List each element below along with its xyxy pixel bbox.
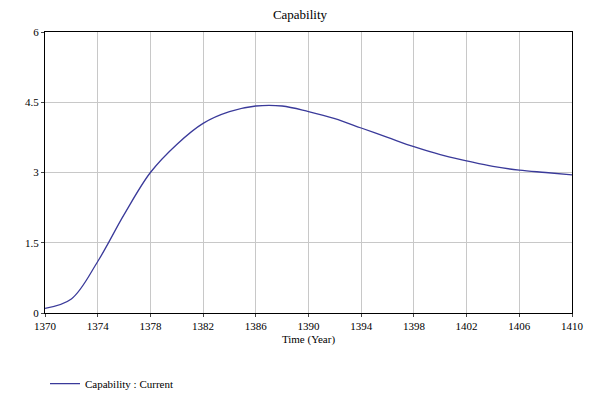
svg-text:1386: 1386 bbox=[245, 320, 267, 332]
svg-text:1406: 1406 bbox=[508, 320, 531, 332]
svg-text:1374: 1374 bbox=[87, 320, 110, 332]
svg-text:1394: 1394 bbox=[350, 320, 373, 332]
svg-text:1370: 1370 bbox=[34, 320, 57, 332]
svg-text:Capability : Current: Capability : Current bbox=[85, 378, 173, 390]
svg-text:1410: 1410 bbox=[561, 320, 584, 332]
svg-text:Time (Year): Time (Year) bbox=[282, 333, 336, 346]
svg-text:4.5: 4.5 bbox=[25, 96, 39, 108]
svg-text:3: 3 bbox=[33, 166, 39, 178]
svg-text:1390: 1390 bbox=[298, 320, 321, 332]
svg-text:1378: 1378 bbox=[139, 320, 162, 332]
svg-text:0: 0 bbox=[33, 307, 39, 319]
svg-text:6: 6 bbox=[33, 26, 39, 38]
svg-text:1.5: 1.5 bbox=[25, 237, 39, 249]
svg-text:1398: 1398 bbox=[403, 320, 426, 332]
svg-text:1402: 1402 bbox=[456, 320, 478, 332]
svg-text:1382: 1382 bbox=[192, 320, 214, 332]
svg-text:Capability: Capability bbox=[273, 7, 328, 22]
